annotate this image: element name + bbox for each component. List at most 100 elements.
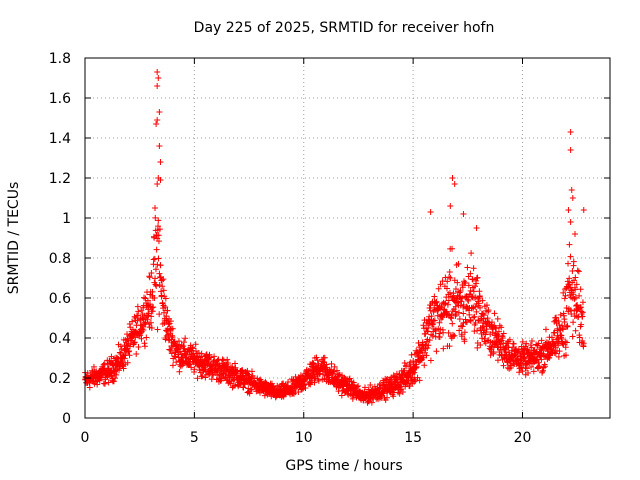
data-point [224,356,231,363]
data-point [538,347,545,354]
data-point [578,321,585,328]
data-point [567,253,574,260]
data-point [210,371,217,378]
data-point [443,285,450,292]
data-point [458,333,465,340]
data-point [521,354,528,361]
data-point [533,341,540,348]
data-point [167,347,174,354]
data-point [444,301,451,308]
y-tick-label: 0.8 [49,251,71,267]
data-point [455,309,462,316]
data-point [564,323,571,330]
data-point [155,223,162,230]
data-point [459,295,466,302]
data-point [390,393,397,400]
data-point [412,364,419,371]
data-point [159,283,166,290]
data-point [119,362,126,369]
data-point [573,281,580,288]
data-point [152,266,159,273]
data-point [135,344,142,351]
data-point [157,177,164,183]
data-point [571,277,578,284]
data-point [538,356,545,363]
data-point [361,384,368,391]
data-point [158,288,165,295]
data-point [138,335,145,342]
data-point [424,344,431,351]
data-point [113,371,120,378]
data-point [100,380,107,387]
data-point [148,270,155,277]
data-point [466,291,473,298]
data-point [157,262,164,269]
data-point [494,315,501,322]
data-point [567,284,574,291]
data-point [110,378,117,385]
data-point [570,319,577,326]
data-point [206,351,213,358]
data-point [477,341,484,348]
data-point [192,341,199,348]
data-point [470,288,477,295]
data-point [135,308,142,315]
data-point [487,352,494,359]
data-point [152,275,159,282]
data-point [148,313,155,320]
data-point [158,292,165,299]
data-point [449,175,456,181]
data-point [464,264,471,271]
data-point [433,348,440,355]
x-tick-label: 5 [190,430,199,446]
data-point [572,274,579,281]
data-point [155,255,162,262]
data-point [421,362,428,369]
data-point [177,363,184,370]
data-point [168,350,175,357]
data-point [568,187,575,193]
data-point [150,304,157,311]
data-point [467,270,474,277]
data-point [144,316,151,323]
data-point [380,382,387,389]
data-point [189,345,196,352]
data-point [489,319,496,326]
data-point [153,121,160,127]
data-point [506,336,513,343]
data-point [162,295,169,302]
data-point [148,325,155,332]
data-point [165,337,172,344]
data-point [459,284,466,291]
data-point [579,299,586,306]
data-point [160,287,167,294]
data-point [214,357,221,364]
data-point [468,293,475,300]
data-point [437,305,444,312]
data-point [155,75,162,81]
data-point [451,181,458,187]
data-point [194,375,201,382]
data-point [483,326,490,333]
data-point [452,303,459,310]
data-point [225,360,232,367]
data-point [156,311,163,318]
data-point [399,371,406,378]
data-point [408,374,415,381]
data-point [138,315,145,322]
data-point [155,232,162,239]
data-point [459,323,466,330]
data-point [445,297,452,304]
data-point [427,307,434,314]
data-point [429,321,436,328]
data-point [449,245,456,252]
data-point [570,291,577,298]
data-point [167,318,174,325]
data-point [401,360,408,367]
data-point [536,363,543,370]
data-point [462,279,469,286]
data-point [574,267,581,274]
data-point [473,225,480,231]
data-point [154,83,161,89]
